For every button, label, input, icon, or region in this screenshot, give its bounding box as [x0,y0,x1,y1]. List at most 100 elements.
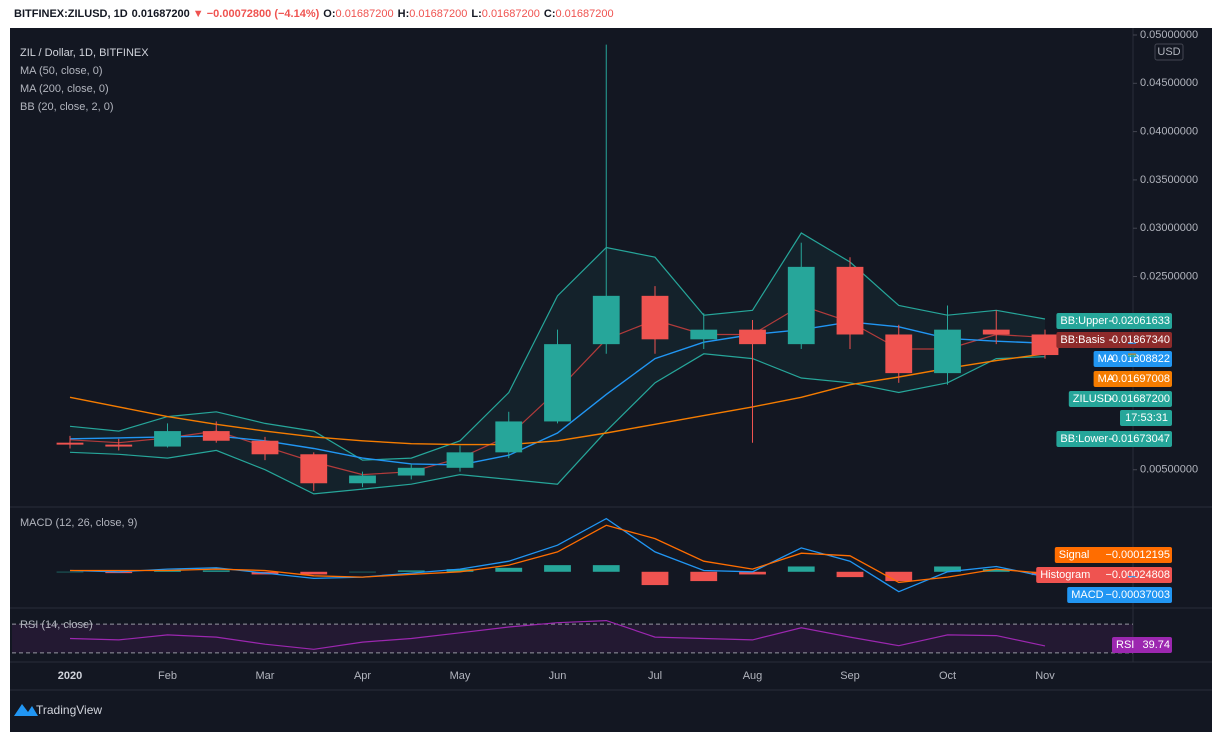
last-value: −0.00024808 [1105,569,1170,581]
candle-body [56,442,84,445]
histogram-bar [739,571,766,575]
price-label-name: BB:Upper [1060,315,1108,327]
last-value-box [1112,637,1172,653]
histogram-bar [544,565,571,572]
candle-body [787,266,815,345]
price-label-name: MA [1098,373,1115,385]
histogram-bar [885,571,913,582]
price-label-name: MA [1098,353,1115,365]
histogram-bar [641,571,669,586]
x-tick-label: Apr [354,670,371,682]
y-tick-label: 0.02500000 [1140,270,1198,282]
histogram-bar [495,567,523,572]
ohlc-key: C: [544,8,556,20]
price-label-value: 0.01697008 [1112,373,1170,385]
y-tick-label: 0.05000000 [1140,29,1198,41]
candle-body [544,344,571,422]
candle-body [446,452,474,468]
last-value: −0.00037003 [1105,589,1170,601]
candle-body [349,475,376,484]
legend-entry: MA (200, close, 0) [20,83,109,95]
x-tick-label: 2020 [58,670,82,682]
last-value: 39.74 [1142,639,1170,651]
moving-average [69,353,1046,446]
price-label-box [1056,313,1172,329]
histogram-bar [836,571,864,578]
candle-body [251,440,279,455]
histogram-bar [105,571,133,574]
ohlc-value: 0.01687200 [482,8,540,20]
candle-body [641,295,669,340]
candle-body [202,431,230,441]
last-value-name: Histogram [1040,569,1090,581]
price-label-box [1093,371,1172,387]
price-label-name: BB:Lower [1060,433,1108,445]
moving-average [69,321,1046,466]
candle-body [690,329,718,340]
ohlc-value: 0.01687200 [336,8,394,20]
price-label-value: 0.02061633 [1112,315,1170,327]
histogram-bar [592,565,620,572]
candle-body [982,329,1010,335]
price-label-box [1068,391,1172,407]
rsi-line [69,619,1046,650]
candle-body [934,329,961,374]
x-tick-label: Nov [1035,670,1055,682]
x-tick-label: May [450,670,471,682]
price-label-box [1056,431,1172,447]
histogram-bar [446,569,474,572]
chart-background [10,28,1212,732]
header-bar [0,0,1220,27]
price-label-value: 0.01673047 [1112,433,1170,445]
header: BITFINEX:ZILUSD, 1D 0.01687200 ▼ −0.000728… [14,8,614,20]
candle-body [300,454,328,484]
legend-entry: BB (20, close, 2, 0) [20,101,114,113]
chart-title: ZIL / Dollar, 1D, BITFINEX [20,47,149,59]
last-value-box [1054,547,1172,563]
histogram-bar [934,566,961,572]
ohlc-key: L: [471,8,481,20]
bb-lower [69,353,1046,495]
pane-title: MACD (12, 26, close, 9) [20,517,137,529]
y-tick-label: 0.03000000 [1140,222,1198,234]
price-change: ▼ −0.00072800 (−4.14%) [193,8,320,20]
histogram-bar [349,571,376,573]
countdown-box [1120,410,1172,426]
histogram-bar [56,571,84,573]
candle-body [739,329,766,345]
rsi-band-fill [12,624,1133,653]
macd-line [70,524,1046,584]
y-tick-label: 0.04000000 [1140,126,1198,138]
ohlc-value: 0.01687200 [409,8,467,20]
brand-logo [14,704,38,716]
x-tick-label: Jul [648,670,662,682]
last-value: −0.00012195 [1105,549,1170,561]
last-value-name: Signal [1059,549,1090,561]
x-tick-label: Oct [939,670,956,682]
last-value-box [1067,587,1172,603]
x-tick-label: Jun [549,670,567,682]
histogram-bar [787,566,815,572]
x-tick-label: Mar [256,670,275,682]
last-value-name: MACD [1071,589,1103,601]
price-label-value: 0.01867340 [1112,334,1170,346]
x-tick-label: Aug [743,670,763,682]
ohlc-key: H: [398,8,410,20]
price-label-value: 0.01687200 [1112,393,1170,405]
currency-box [1154,43,1184,61]
countdown: 17:53:31 [1125,412,1168,424]
y-tick-label: 0.04500000 [1140,77,1198,89]
ohlc-value: 0.01687200 [556,8,614,20]
histogram-bar [982,569,1010,572]
candle-body [592,295,620,345]
x-tick-label: Sep [840,670,860,682]
currency: USD [1157,46,1180,58]
last-price: 0.01687200 [132,8,190,20]
price-label-name: ZILUSD [1073,393,1112,405]
candle-body [885,334,913,374]
brand: TradingView [36,703,102,717]
histogram-bar [300,571,328,575]
candle-body [105,444,133,447]
histogram-bar [690,571,718,582]
